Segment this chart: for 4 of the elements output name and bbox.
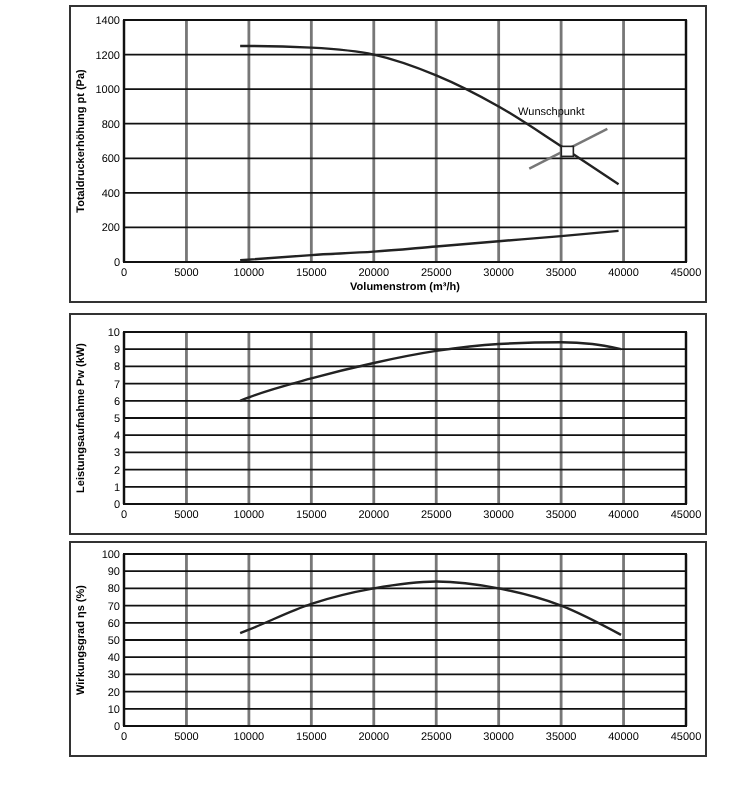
line-series [238,44,620,186]
line-series [238,341,623,402]
line-series [238,580,623,637]
line-series [238,229,620,262]
